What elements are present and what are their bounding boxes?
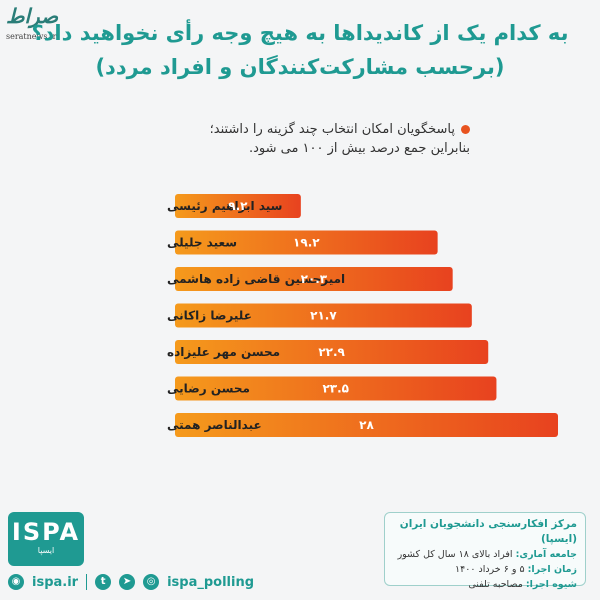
bar-4 xyxy=(175,303,472,328)
divider xyxy=(86,574,88,590)
chart-note: پاسخگویان امکان انتخاب چند گزینه را داشت… xyxy=(100,120,470,158)
note-line2: بنابراین جمع درصد بیش از ۱۰۰ می شود. xyxy=(248,141,470,156)
bar-5 xyxy=(175,340,489,364)
value-label: ۲۱.۷ xyxy=(310,309,337,323)
value-label: ۹.۲ xyxy=(228,199,248,213)
logo-main-text: ISPA xyxy=(11,518,81,546)
globe-icon[interactable]: ◉ xyxy=(8,574,24,590)
category-label: امیرحسین قاضی زاده هاشمی xyxy=(167,272,345,286)
bar-1 xyxy=(175,194,301,218)
value-label: ۲۰.۳ xyxy=(301,272,328,286)
bullet-dot-icon xyxy=(461,125,470,134)
population-value: افراد بالای ۱۸ سال کل کشور xyxy=(397,549,513,560)
category-label: محسن رضایی xyxy=(167,382,250,396)
survey-info-box: مرکز افکارسنجی دانشجویان ایران (ایسپا) ج… xyxy=(384,512,586,590)
logo-sub-text: ایسپا xyxy=(37,546,55,555)
bar-2 xyxy=(175,230,438,255)
twitter-icon[interactable]: t xyxy=(95,574,112,590)
chart-title-line1: به کدام یک از کاندیداها به هیچ وجه رأی ن… xyxy=(31,21,569,45)
category-label: عبدالناصر همتی xyxy=(167,418,262,432)
category-label: سید ابراهیم رئیسی xyxy=(167,199,282,213)
watermark-logo: صراط xyxy=(6,4,59,28)
bar-3 xyxy=(175,267,453,291)
social-handle[interactable]: ispa_polling xyxy=(167,574,255,590)
bar-6 xyxy=(175,376,497,401)
population-label: جامعه آماری: xyxy=(515,549,577,560)
value-label: ۱۹.۲ xyxy=(293,236,320,250)
note-line1: پاسخگویان امکان انتخاب چند گزینه را داشت… xyxy=(209,122,455,137)
ispa-logo: ISPA ایسپا xyxy=(8,512,84,566)
chart-title: به کدام یک از کاندیداها به هیچ وجه رأی ن… xyxy=(10,16,590,84)
watermark: صراط seratnews.ir xyxy=(6,4,70,41)
category-label: سعید جلیلی xyxy=(167,236,237,250)
telegram-icon[interactable]: ➤ xyxy=(119,574,136,590)
instagram-icon[interactable]: ◎ xyxy=(143,574,160,590)
value-label: ۲۳.۵ xyxy=(322,382,349,396)
website-link[interactable]: ispa.ir xyxy=(32,574,79,590)
category-label: محسن مهر علیزاده xyxy=(167,345,280,359)
method-value: مصاحبه تلفنی xyxy=(468,579,523,590)
value-label: ۲۸ xyxy=(359,418,374,432)
chart-title-line2: (برحسب مشارکت‌کنندگان و افراد مردد) xyxy=(95,55,505,79)
social-links: ◉ ispa.ir t ➤ ◎ ispa_polling xyxy=(8,572,254,592)
survey-center: مرکز افکارسنجی دانشجویان ایران (ایسپا) xyxy=(399,518,577,545)
method-label: شیوه اجرا: xyxy=(525,579,577,590)
category-label: علیرضا زاکانی xyxy=(167,309,252,323)
watermark-url: seratnews.ir xyxy=(6,32,57,41)
time-value: ۵ و ۶ خرداد ۱۴۰۰ xyxy=(455,564,525,575)
value-label: ۲۲.۹ xyxy=(318,345,345,359)
bar-7 xyxy=(175,413,558,437)
time-label: زمان اجرا: xyxy=(527,564,577,575)
